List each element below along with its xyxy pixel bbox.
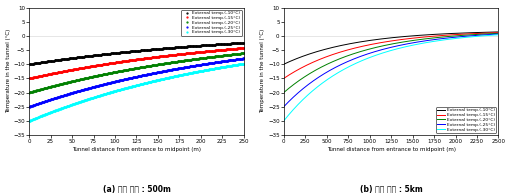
External temp.(-25°C) [26, 106, 32, 108]
External temp.(-25°C) [128, 77, 134, 79]
External temp.(-30°C) [241, 63, 247, 65]
External temp.(-20°C) [281, 91, 287, 94]
External temp.(-25°C) [129, 76, 135, 79]
External temp.(-25°C) [142, 74, 148, 76]
External temp.(-30°C) [383, 51, 389, 53]
External temp.(-30°C) [495, 34, 501, 36]
External temp.(-20°C) [129, 68, 135, 70]
Line: External temp.(-25°C): External temp.(-25°C) [284, 34, 498, 107]
External temp.(-30°C) [490, 34, 496, 36]
External temp.(-25°C) [495, 33, 501, 35]
External temp.(-25°C) [397, 44, 403, 47]
External temp.(-15°C) [202, 50, 208, 53]
External temp.(-30°C) [281, 120, 287, 122]
External temp.(-20°C) [397, 41, 403, 44]
External temp.(-25°C) [408, 42, 414, 44]
External temp.(-10°C) [490, 31, 496, 33]
External temp.(-30°C) [408, 44, 414, 47]
External temp.(-10°C) [408, 35, 414, 37]
External temp.(-15°C) [236, 47, 242, 50]
External temp.(-30°C) [397, 47, 403, 49]
External temp.(-15°C) [408, 37, 414, 40]
External temp.(-15°C) [495, 31, 501, 34]
External temp.(-20°C) [490, 32, 496, 35]
External temp.(-20°C) [408, 40, 414, 42]
Text: (a) 터널 연장 : 500m: (a) 터널 연장 : 500m [103, 184, 170, 193]
External temp.(-20°C) [236, 52, 242, 55]
X-axis label: Tunnel distance from entrance to midpoint (m): Tunnel distance from entrance to midpoin… [72, 147, 201, 152]
External temp.(-25°C) [281, 106, 287, 108]
Text: (b) 터널 연장 : 5km: (b) 터널 연장 : 5km [360, 184, 423, 193]
External temp.(-10°C) [128, 50, 134, 52]
External temp.(-20°C) [202, 57, 208, 59]
External temp.(-25°C) [384, 47, 390, 49]
External temp.(-10°C) [384, 37, 390, 39]
Line: External temp.(-30°C): External temp.(-30°C) [28, 63, 245, 122]
External temp.(-25°C) [490, 33, 496, 36]
X-axis label: Tunnel distance from entrance to midpoint (m): Tunnel distance from entrance to midpoin… [327, 147, 456, 152]
External temp.(-15°C) [397, 39, 403, 41]
External temp.(-15°C) [128, 59, 134, 61]
External temp.(-10°C) [236, 42, 242, 44]
External temp.(-20°C) [154, 63, 160, 66]
External temp.(-10°C) [281, 63, 287, 65]
External temp.(-20°C) [128, 68, 134, 70]
External temp.(-20°C) [26, 91, 32, 94]
External temp.(-20°C) [241, 52, 247, 54]
External temp.(-25°C) [457, 36, 463, 38]
External temp.(-15°C) [26, 77, 32, 80]
Line: External temp.(-10°C): External temp.(-10°C) [284, 32, 498, 64]
External temp.(-10°C) [457, 32, 463, 34]
External temp.(-10°C) [26, 63, 32, 65]
External temp.(-30°C) [142, 82, 148, 84]
Y-axis label: Temperature in the tunnel (°C): Temperature in the tunnel (°C) [260, 29, 265, 113]
External temp.(-30°C) [154, 79, 160, 81]
External temp.(-30°C) [129, 85, 135, 87]
External temp.(-15°C) [383, 41, 389, 43]
External temp.(-25°C) [241, 57, 247, 60]
Line: External temp.(-15°C): External temp.(-15°C) [284, 33, 498, 78]
External temp.(-20°C) [384, 44, 390, 46]
External temp.(-15°C) [129, 59, 135, 61]
External temp.(-30°C) [202, 69, 208, 71]
External temp.(-15°C) [281, 77, 287, 80]
Line: External temp.(-20°C): External temp.(-20°C) [284, 33, 498, 93]
External temp.(-20°C) [495, 32, 501, 35]
External temp.(-10°C) [142, 49, 148, 51]
External temp.(-10°C) [383, 37, 389, 40]
External temp.(-25°C) [202, 63, 208, 65]
External temp.(-15°C) [154, 56, 160, 58]
External temp.(-10°C) [154, 48, 160, 50]
External temp.(-20°C) [383, 44, 389, 46]
External temp.(-10°C) [495, 31, 501, 33]
Y-axis label: Temperature in the tunnel (°C): Temperature in the tunnel (°C) [6, 29, 11, 113]
Line: External temp.(-10°C): External temp.(-10°C) [28, 42, 245, 65]
External temp.(-15°C) [142, 57, 148, 59]
Line: External temp.(-30°C): External temp.(-30°C) [284, 35, 498, 121]
External temp.(-30°C) [384, 51, 390, 53]
External temp.(-30°C) [457, 37, 463, 39]
External temp.(-15°C) [457, 33, 463, 36]
External temp.(-20°C) [142, 65, 148, 68]
Line: External temp.(-15°C): External temp.(-15°C) [28, 47, 245, 79]
External temp.(-30°C) [236, 63, 242, 66]
External temp.(-15°C) [490, 32, 496, 34]
External temp.(-25°C) [383, 47, 389, 50]
External temp.(-10°C) [129, 50, 135, 52]
External temp.(-10°C) [202, 44, 208, 46]
Legend: External temp.(-10°C), External temp.(-15°C), External temp.(-20°C), External te: External temp.(-10°C), External temp.(-1… [181, 10, 242, 36]
External temp.(-25°C) [236, 58, 242, 60]
Line: External temp.(-25°C): External temp.(-25°C) [28, 58, 245, 108]
External temp.(-15°C) [384, 41, 390, 43]
External temp.(-25°C) [154, 71, 160, 74]
External temp.(-30°C) [128, 85, 134, 88]
External temp.(-10°C) [241, 41, 247, 44]
External temp.(-15°C) [241, 47, 247, 49]
Line: External temp.(-20°C): External temp.(-20°C) [28, 52, 245, 93]
External temp.(-30°C) [26, 120, 32, 122]
External temp.(-20°C) [457, 34, 463, 37]
External temp.(-10°C) [397, 36, 403, 38]
Legend: External temp.(-10°C), External temp.(-15°C), External temp.(-20°C), External te: External temp.(-10°C), External temp.(-1… [436, 107, 496, 133]
